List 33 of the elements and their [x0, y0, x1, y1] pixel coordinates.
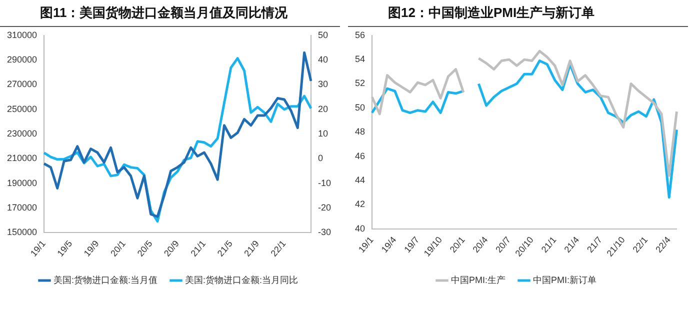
y-tick-label: 230000 [6, 128, 38, 139]
y-tick-label: 52 [354, 78, 366, 88]
y-tick-label: 40 [354, 223, 366, 234]
y2-tick-label: 40 [318, 54, 328, 65]
y-tick-label: 270000 [6, 79, 38, 90]
y-tick-label: 250000 [6, 104, 38, 114]
y-tick-label: 150000 [6, 227, 38, 238]
y-tick-label: 56 [354, 30, 366, 40]
y2-tick-label: 10 [318, 128, 328, 139]
y-tick-label: 48 [354, 126, 366, 137]
y-tick-label: 44 [354, 174, 366, 185]
legend-label: 中国PMI:新订单 [533, 274, 597, 285]
y-tick-label: 170000 [6, 202, 38, 212]
y2-tick-label: 50 [318, 30, 328, 40]
y-tick-label: 290000 [6, 54, 38, 65]
y2-tick-label: -30 [318, 227, 332, 238]
y-tick-label: 310000 [6, 30, 38, 40]
y2-tick-label: 0 [318, 153, 324, 164]
y-tick-label: 42 [354, 199, 366, 210]
y2-tick-label: 20 [318, 104, 328, 114]
y-tick-label: 190000 [6, 178, 38, 188]
y2-tick-label: -20 [318, 202, 332, 212]
chart-title: 图11：美国货物进口金额当月值及同比情况 [0, 0, 340, 27]
legend-label: 中国PMI:生产 [451, 274, 506, 285]
y-tick-label: 210000 [6, 153, 38, 164]
legend-label: 美国:货物进口金额:当月值 [54, 274, 158, 285]
y-tick-label: 46 [354, 150, 366, 161]
chart-title: 图12：中国制造业PMI生产与新订单 [348, 0, 688, 27]
legend-label: 美国:货物进口金额:当月同比 [185, 274, 298, 285]
y2-tick-label: -10 [318, 178, 332, 188]
y-tick-label: 50 [354, 102, 366, 112]
y-tick-label: 54 [354, 54, 366, 64]
y2-tick-label: 30 [318, 79, 328, 90]
